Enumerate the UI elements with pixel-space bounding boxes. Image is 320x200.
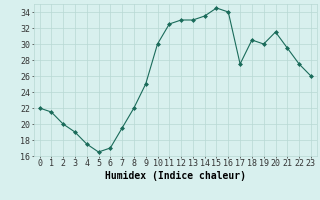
X-axis label: Humidex (Indice chaleur): Humidex (Indice chaleur): [105, 171, 246, 181]
